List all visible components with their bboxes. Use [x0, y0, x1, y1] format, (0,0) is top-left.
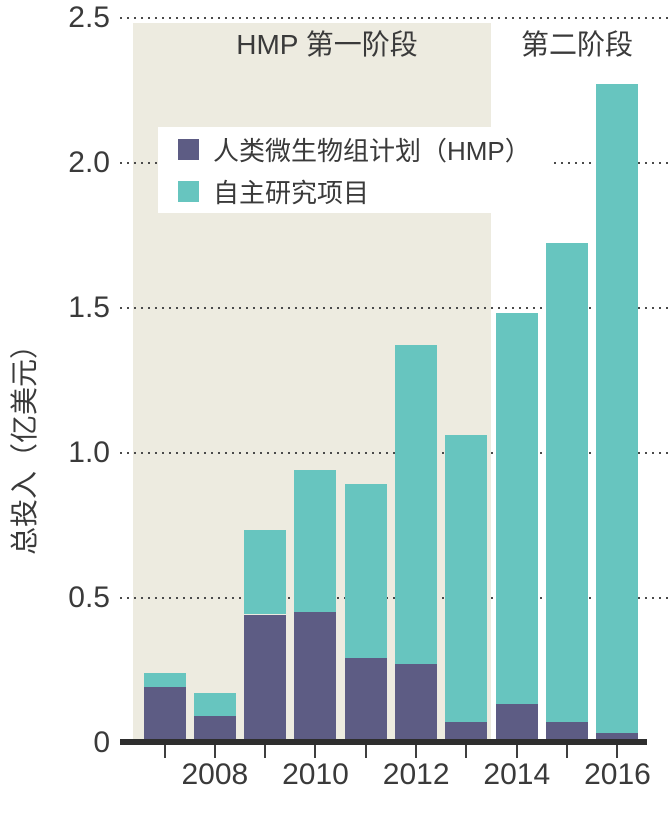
bar-segment-self-2007 [143, 672, 186, 687]
phase2-annotation: 第二阶段 [520, 29, 633, 60]
legend-swatch-hmp-icon [178, 138, 199, 160]
x-axis-line [120, 739, 647, 745]
y-tick-label-2.0: 2.0 [68, 146, 110, 179]
x-tick-label-2010: 2010 [282, 758, 349, 791]
bar-segment-hmp-2011 [344, 658, 387, 745]
bar-segment-self-2009 [244, 530, 287, 615]
y-tick-label-1.5: 1.5 [68, 291, 110, 324]
x-axis-tick-2008 [213, 745, 216, 758]
x-axis-tick-2014 [515, 745, 518, 758]
legend-item-hmp: 人类微生物组计划（HMP） [178, 131, 554, 168]
x-tick-label-2008: 2008 [181, 758, 249, 791]
y-tick-label-0.5: 0.5 [68, 581, 110, 614]
legend-item-self: 自主研究项目 [178, 173, 554, 210]
gridline-1.0 [120, 452, 668, 454]
bar-segment-hmp-2014 [495, 704, 538, 745]
bar-segment-self-2010 [294, 469, 337, 612]
bar-segment-hmp-2007 [143, 687, 186, 745]
legend-label-self: 自主研究项目 [213, 177, 370, 208]
bar-segment-hmp-2009 [244, 614, 287, 745]
y-tick-label-2.5: 2.5 [68, 1, 110, 34]
legend-swatch-self-icon [178, 180, 199, 202]
y-tick-label-1.0: 1.0 [68, 436, 110, 469]
bar-segment-self-2016 [596, 83, 639, 734]
bar-segment-hmp-2012 [395, 663, 438, 745]
x-tick-label-2014: 2014 [483, 758, 551, 791]
x-tick-label-2016: 2016 [584, 758, 651, 791]
x-axis-tick-2016 [616, 745, 619, 758]
bar-segment-self-2012 [395, 344, 438, 664]
gridline-2.5 [120, 17, 668, 19]
phase1-annotation: HMP 第一阶段 [236, 29, 418, 60]
x-axis-tick-2012 [415, 745, 418, 758]
legend: 人类微生物组计划（HMP） 自主研究项目 [158, 127, 554, 213]
legend-label-hmp: 人类微生物组计划（HMP） [213, 135, 531, 166]
bar-segment-self-2015 [546, 243, 589, 722]
y-tick-label-0: 0 [93, 726, 110, 759]
bar-segment-self-2013 [445, 434, 488, 722]
bar-segment-hmp-2010 [294, 611, 337, 745]
x-axis-tick-2013 [465, 745, 468, 758]
x-axis-tick-2009 [264, 745, 267, 758]
x-tick-label-2012: 2012 [382, 758, 450, 791]
gridline-0.5 [120, 597, 668, 599]
x-axis-tick-2010 [314, 745, 317, 758]
bar-segment-self-2011 [344, 484, 387, 658]
bar-segment-self-2008 [193, 692, 236, 716]
x-axis-tick-2007 [163, 745, 166, 758]
bar-segment-self-2014 [495, 312, 538, 705]
gridline-1.5 [120, 307, 668, 309]
x-axis-tick-2011 [364, 745, 367, 758]
x-axis-tick-2015 [566, 745, 569, 758]
